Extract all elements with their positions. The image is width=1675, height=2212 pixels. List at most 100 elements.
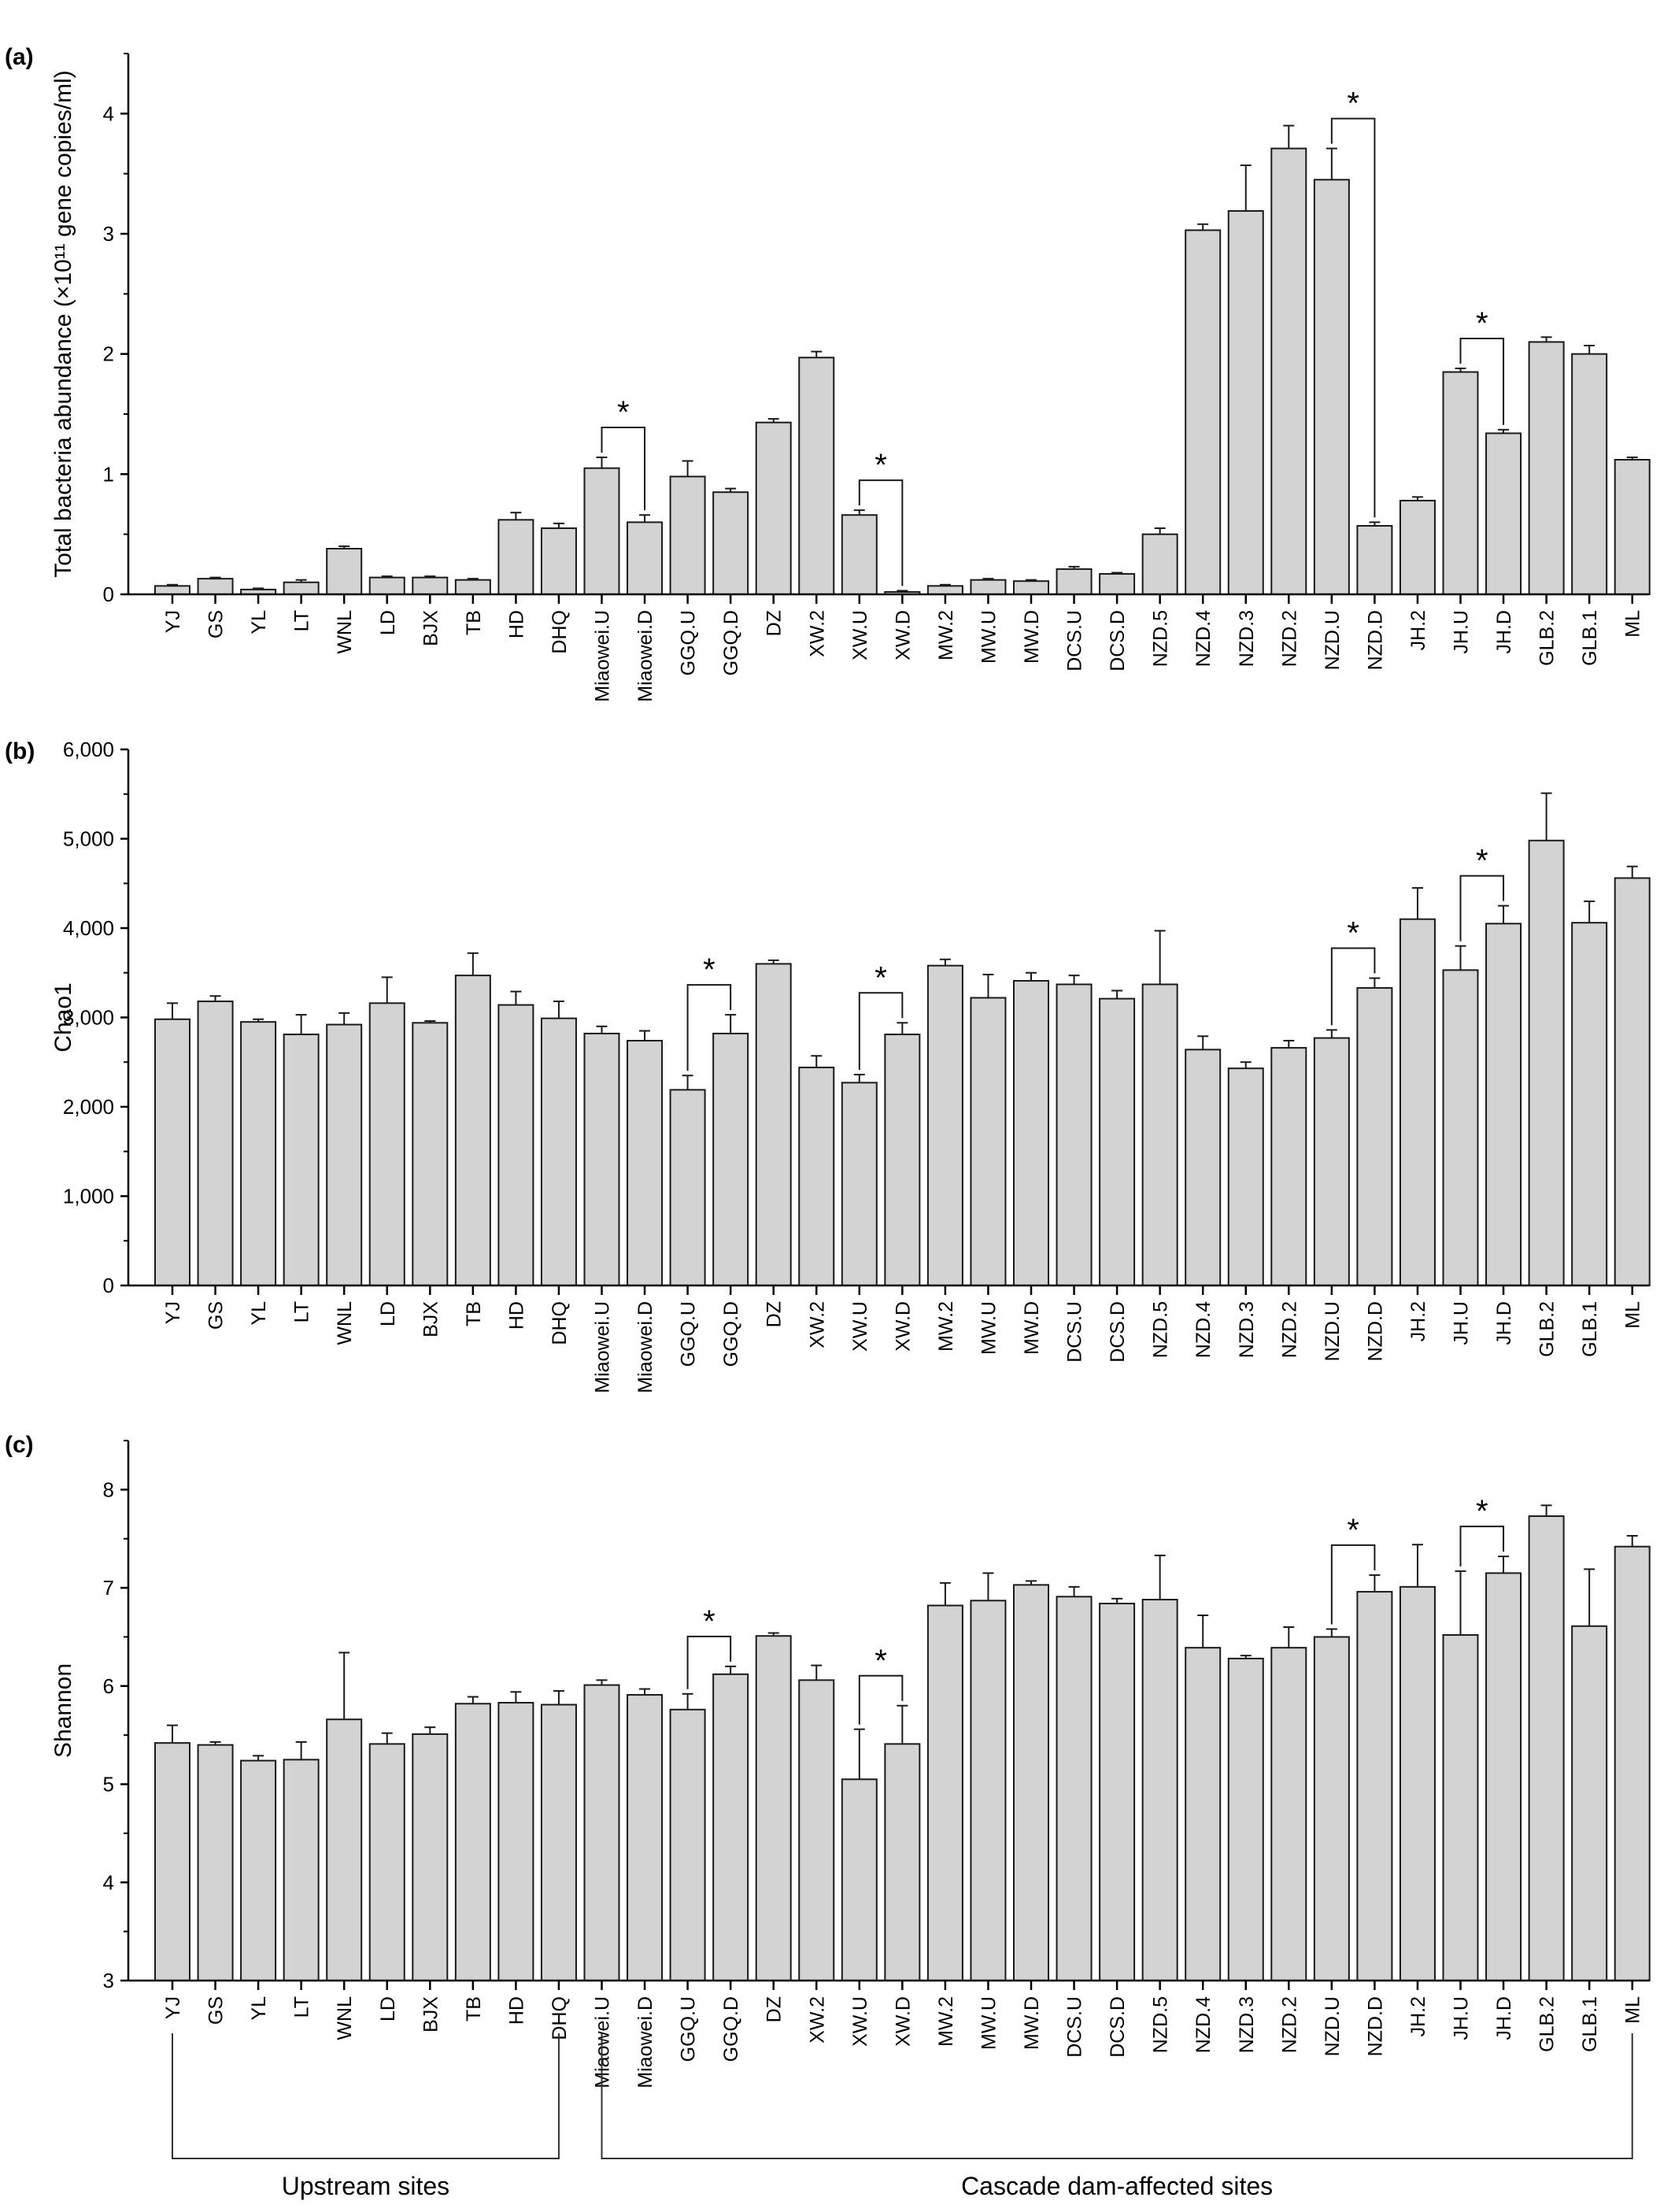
panel-b-bar: [1313, 1037, 1350, 1286]
panel-b-y-tick-label: 3,000: [63, 1006, 114, 1030]
panel-a-bar: [197, 578, 234, 595]
panel-c-x-tick-label: XW.D: [892, 1996, 914, 2047]
panel-b-x-tick-label: DZ: [764, 1301, 786, 1327]
panel-c-bar: [798, 1679, 835, 1981]
site-group-bracket: [172, 2033, 560, 2159]
panel-a-bar: [669, 475, 706, 595]
panel-c-label: (c): [5, 1432, 34, 1458]
panel-c-x-tick-label: DHQ: [549, 1996, 571, 2040]
panel-c-bar: [197, 1744, 234, 1981]
panel-a-bar: [841, 514, 878, 595]
panel-b-significance-bracket: [686, 984, 732, 1071]
panel-a-y-tick-label: 3: [103, 222, 114, 246]
panel-b-bar: [1270, 1047, 1307, 1286]
panel-b-y-tick-label: 1,000: [63, 1185, 114, 1208]
panel-b-bar: [926, 964, 963, 1287]
panel-c-x-tick-label: JH.U: [1451, 1996, 1473, 2040]
panel-c-bar: [1056, 1596, 1093, 1982]
panel-b-bar: [627, 1040, 664, 1286]
panel-b-x-tick-label: MW.2: [935, 1301, 957, 1352]
panel-a-y-tick-label: 4: [103, 102, 114, 125]
panel-b-bar: [154, 1018, 190, 1287]
panel-b-bar: [884, 1034, 921, 1286]
panel-c-x-tick-label: TB: [463, 1996, 485, 2022]
panel-c-x-tick-label: ML: [1622, 1996, 1644, 2024]
panel-a-x-tick-label: JH.U: [1451, 610, 1473, 654]
panel-a-x-tick-label: YJ: [162, 610, 184, 633]
panel-b-x-tick-label: DCS.U: [1064, 1301, 1086, 1363]
site-group-bracket: [601, 2033, 1633, 2159]
panel-c-significance-mark: *: [1476, 1494, 1488, 1529]
panel-b-bar: [1013, 979, 1049, 1286]
panel-c-x-tick-label: HD: [505, 1996, 527, 2025]
panel-b-x-tick-label: XW.2: [806, 1301, 828, 1348]
panel-c: [120, 1440, 1651, 1990]
panel-c-x-tick-label: Miaowei.D: [634, 1996, 656, 2088]
panel-b-x-tick-label: WNL: [334, 1301, 356, 1345]
panel-a-y-tick-label: 2: [103, 342, 114, 366]
panel-b-bar: [1399, 918, 1436, 1287]
panel-c-bar: [712, 1673, 749, 1981]
panel-a-x-tick-label: XW.D: [892, 610, 914, 660]
panel-a-bar: [1485, 432, 1522, 596]
panel-c-x-tick-label: MW.2: [935, 1996, 957, 2047]
panel-c-y-tick-label: 8: [103, 1478, 114, 1501]
panel-a-x-tick-label: XW.2: [806, 610, 828, 657]
panel-a-x-tick-label: GGQ.U: [678, 610, 700, 675]
panel-c-bar: [1356, 1591, 1393, 1981]
panel-b-bar: [454, 975, 491, 1287]
panel-b-x-tick-label: Miaowei.D: [634, 1301, 656, 1393]
panel-b-significance-mark: *: [874, 960, 887, 995]
panel-a-x-tick-label: DCS.U: [1064, 610, 1086, 671]
panel-a-bar: [1185, 229, 1222, 595]
panel-c-x-tick-label: DCS.D: [1107, 1996, 1129, 2058]
panel-b-x-tick-label: GS: [205, 1301, 227, 1330]
panel-b-significance-mark: *: [1476, 844, 1488, 879]
panel-c-x-tick-label: XW.2: [806, 1996, 828, 2044]
panel-b-x-tick-label: TB: [463, 1301, 485, 1326]
panel-c-x-tick-label: JH.D: [1493, 1996, 1515, 2040]
panel-b-significance-bracket: [858, 992, 904, 1071]
panel-c-x-tick-label: JH.2: [1407, 1996, 1429, 2036]
panel-c-x-tick-label: GLB.2: [1536, 1996, 1559, 2052]
panel-b-x-tick-label: YJ: [162, 1301, 184, 1324]
panel-a-bar: [412, 576, 449, 595]
panel-b-x-tick-label: NZD.U: [1322, 1301, 1344, 1361]
panel-b-x-tick-label: XW.D: [892, 1301, 914, 1352]
panel-a-bar: [1528, 341, 1565, 595]
panel-b-x-tick-label: DHQ: [549, 1301, 571, 1345]
panel-c-bar: [1141, 1599, 1178, 1982]
panel-a-x-tick-label: GS: [205, 610, 227, 638]
panel-a-x-tick-label: YL: [248, 610, 270, 634]
panel-b-x-tick-label: DCS.D: [1107, 1301, 1129, 1363]
panel-b-bar: [1185, 1049, 1222, 1286]
panel-a-bar: [1313, 179, 1350, 596]
panel-b-bar: [1571, 922, 1608, 1286]
panel-a-bar: [1356, 524, 1393, 595]
panel-a-bar: [1399, 499, 1436, 595]
panel-c-x-tick-label: XW.U: [849, 1996, 871, 2047]
site-group-label: Cascade dam-affected sites: [961, 2172, 1273, 2200]
panel-b-x-tick-label: JH.2: [1407, 1301, 1429, 1341]
panel-c-x-tick-label: NZD.3: [1236, 1996, 1258, 2053]
panel-c-bar: [154, 1742, 190, 1981]
panel-a-bar: [627, 521, 664, 596]
panel-a-bar: [1099, 573, 1136, 596]
panel-a-bar: [1141, 533, 1178, 596]
panel-c-significance-mark: *: [1347, 1513, 1359, 1548]
panel-c-bar: [755, 1635, 792, 1981]
panel-a-bar: [712, 491, 749, 595]
panel-c-significance-bracket: [686, 1635, 732, 1689]
panel-a-bar: [1013, 580, 1049, 595]
panel-b-x-tick-label: NZD.5: [1150, 1301, 1172, 1358]
panel-b-bar: [1356, 987, 1393, 1287]
panel-b-bar: [669, 1089, 706, 1287]
panel-c-bar: [1270, 1647, 1307, 1981]
panel-c-bar: [1313, 1636, 1350, 1982]
panel-a-x-tick-label: LT: [291, 610, 313, 631]
panel-c-x-tick-label: GGQ.U: [678, 1996, 700, 2062]
panel-c-x-tick-label: GLB.1: [1579, 1996, 1601, 2052]
panel-b-bar: [1099, 997, 1136, 1287]
